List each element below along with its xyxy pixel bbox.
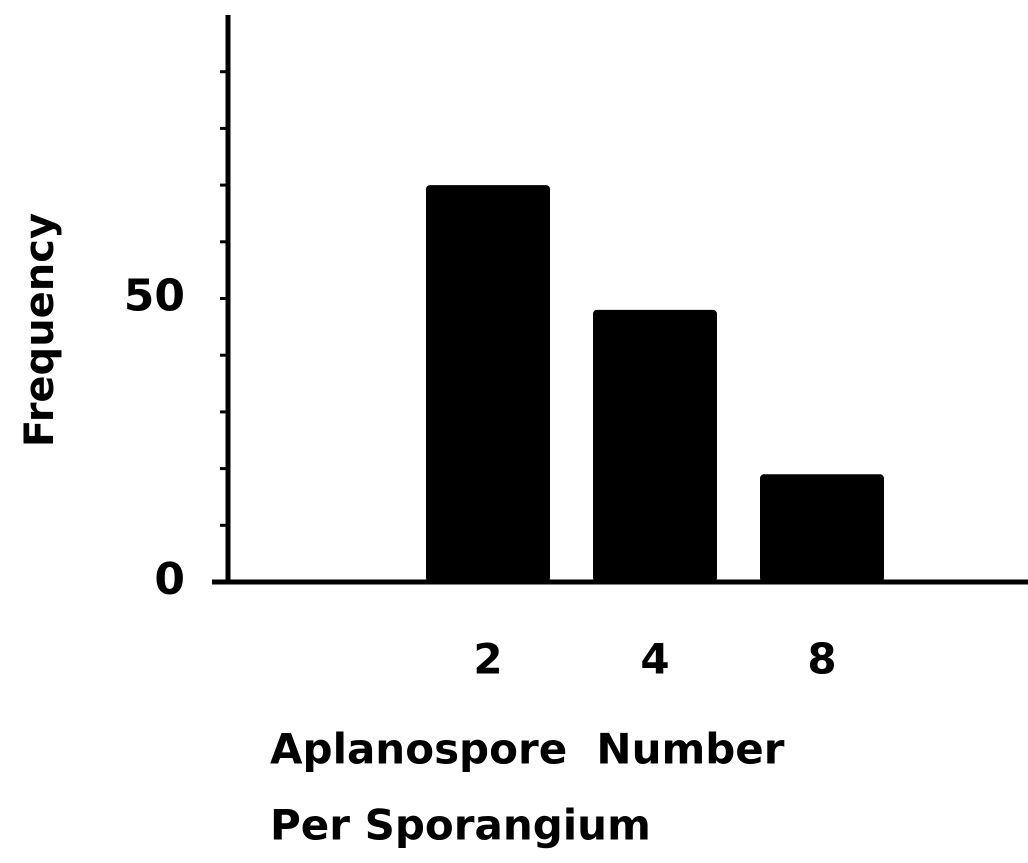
y-axis-label: Frequency xyxy=(17,213,63,447)
x-axis-label: Aplanospore Number xyxy=(270,725,785,774)
y-tick-label: 0 xyxy=(154,554,185,605)
bar xyxy=(593,309,717,582)
bar xyxy=(760,474,884,582)
y-tick-label: 50 xyxy=(124,271,185,322)
x-tick-label: 8 xyxy=(807,635,836,684)
x-tick-label: 4 xyxy=(640,635,669,684)
x-tick-label: 2 xyxy=(473,635,502,684)
bar xyxy=(426,185,550,582)
x-axis-label: Per Sporangium xyxy=(270,801,651,850)
